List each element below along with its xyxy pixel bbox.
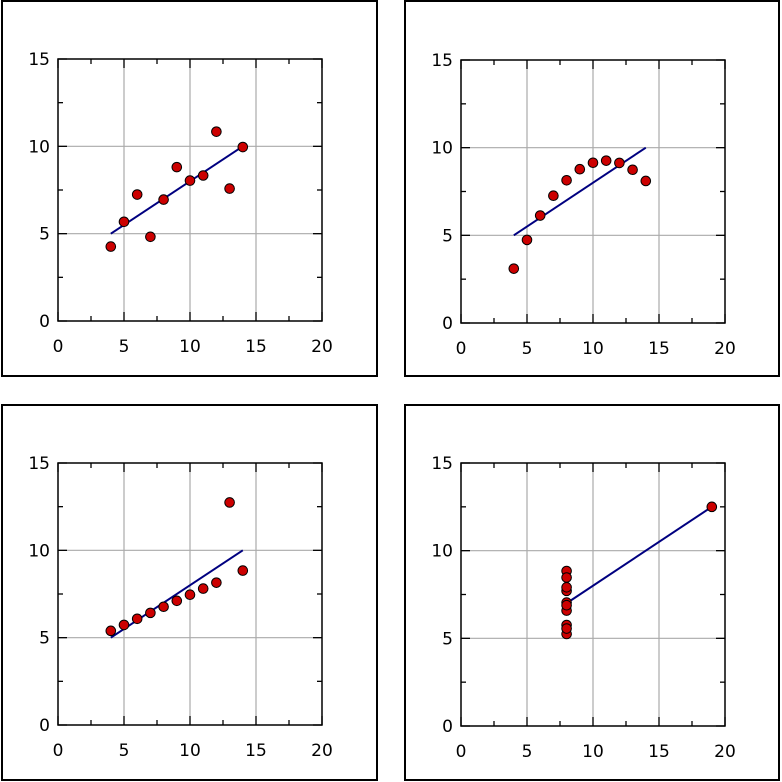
data-point: [224, 497, 235, 508]
y-tick-label: 0: [39, 312, 50, 332]
data-point: [614, 157, 625, 169]
fit-line: [566, 506, 713, 605]
y-tick-label: 10: [28, 137, 50, 157]
y-tick-label: 0: [39, 716, 50, 736]
y-tick-label: 15: [28, 50, 50, 70]
y-tick-label: 0: [442, 314, 453, 334]
y-tick-label: 10: [431, 542, 453, 562]
data-point: [706, 501, 718, 513]
x-tick-label: 10: [179, 741, 201, 761]
x-tick-label: 0: [53, 337, 64, 357]
data-point: [131, 613, 143, 625]
x-tick-label: 15: [648, 339, 670, 359]
data-point: [574, 163, 586, 175]
chart-panel-4: 0 5 10 15 20 0 5 10 15: [404, 404, 780, 781]
data-point: [158, 194, 169, 205]
y-tick-label: 5: [39, 225, 50, 245]
data-point: [224, 183, 235, 194]
x-tick-label: 20: [311, 337, 333, 357]
x-tick-label: 20: [311, 741, 333, 761]
data-point: [105, 241, 117, 252]
panel-frame: [404, 0, 780, 377]
y-tick-label: 10: [431, 139, 453, 159]
data-point: [534, 210, 546, 221]
data-point: [145, 231, 156, 243]
y-tick-label: 15: [431, 51, 453, 71]
y-tick-label: 15: [431, 454, 453, 474]
data-point: [118, 216, 130, 228]
x-tick-label: 0: [53, 741, 64, 761]
x-tick-label: 0: [456, 339, 467, 359]
y-tick-label: 10: [28, 541, 50, 561]
data-point: [184, 175, 196, 186]
data-point: [587, 157, 599, 169]
data-point: [131, 189, 143, 200]
x-tick-label: 5: [522, 742, 533, 762]
data-point: [561, 572, 572, 583]
x-tick-label: 5: [522, 339, 533, 359]
data-point: [184, 589, 196, 600]
x-tick-label: 0: [456, 742, 467, 762]
data-point: [508, 263, 520, 274]
data-point: [105, 625, 117, 637]
x-tick-label: 20: [714, 339, 736, 359]
fit-line: [110, 549, 244, 639]
x-tick-label: 10: [179, 337, 201, 357]
data-point: [171, 595, 183, 607]
chart-panel-2: 0 5 10 15 20 0 5 10 15: [404, 0, 780, 377]
data-point: [561, 582, 572, 593]
data-point: [118, 619, 130, 631]
data-point: [237, 141, 249, 153]
data-point: [548, 190, 559, 202]
x-tick-label: 5: [119, 337, 130, 357]
data-point: [561, 599, 572, 611]
data-point: [145, 607, 156, 619]
y-tick-label: 15: [28, 454, 50, 474]
y-tick-label: 5: [442, 629, 453, 649]
x-tick-label: 15: [648, 742, 670, 762]
x-tick-label: 10: [582, 742, 604, 762]
data-point: [561, 623, 572, 634]
fit-line: [110, 145, 244, 235]
data-point: [211, 577, 222, 588]
data-point: [521, 234, 533, 246]
chart-panel-3: 0 5 10 15 20 0 5 10 15: [1, 404, 378, 781]
y-tick-label: 5: [39, 629, 50, 649]
data-point: [600, 155, 612, 166]
y-tick-label: 5: [442, 226, 453, 246]
data-point: [561, 174, 572, 186]
x-tick-label: 15: [245, 741, 267, 761]
data-point: [197, 583, 209, 594]
data-point: [627, 164, 638, 176]
x-tick-label: 5: [119, 741, 130, 761]
y-tick-label: 0: [442, 717, 453, 737]
panel-frame: [404, 404, 780, 781]
chart-panel-1: 0 5 10 15 20 0 5 10 15: [1, 0, 378, 377]
data-point: [640, 175, 652, 187]
data-point: [211, 126, 222, 137]
x-tick-label: 20: [714, 742, 736, 762]
x-tick-label: 15: [245, 337, 267, 357]
x-tick-label: 10: [582, 339, 604, 359]
data-point: [197, 170, 209, 181]
data-point: [171, 161, 183, 173]
data-point: [158, 601, 169, 613]
data-point: [237, 565, 249, 576]
